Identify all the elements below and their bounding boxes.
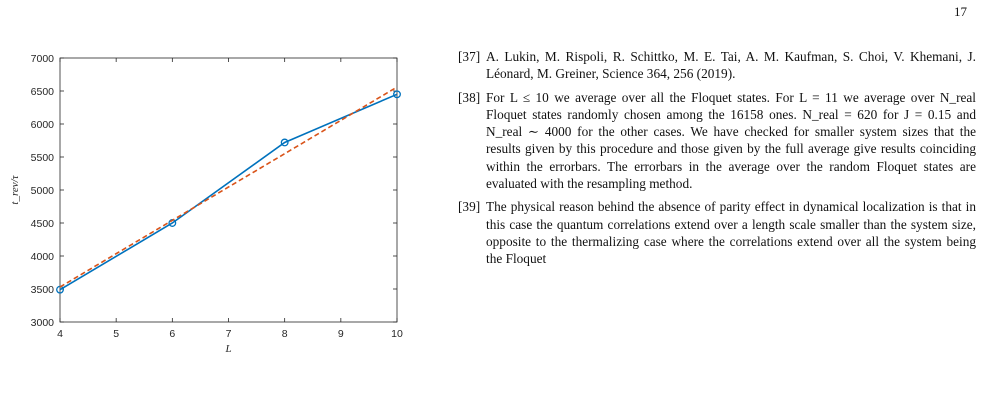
fit-line xyxy=(59,86,398,288)
y-tick-label: 3500 xyxy=(31,284,55,296)
reference-text: For L ≤ 10 we average over all the Floqu… xyxy=(486,89,976,192)
x-tick-label: 9 xyxy=(338,328,344,340)
x-tick-label: 7 xyxy=(226,328,232,340)
reference-number: [37] xyxy=(458,49,481,64)
x-tick-label: 5 xyxy=(113,328,119,340)
reference-number: [38] xyxy=(458,89,481,105)
y-axis-label: t_rev/τ xyxy=(9,174,21,204)
y-tick-label: 3000 xyxy=(31,317,55,329)
reference-37: [37] A. Lukin, M. Rispoli, R. Schittko, … xyxy=(458,48,976,83)
reference-text: A. Lukin, M. Rispoli, R. Schittko, M. E.… xyxy=(486,49,976,82)
y-tick-label: 7000 xyxy=(31,53,55,65)
x-tick-label: 6 xyxy=(169,328,175,340)
plot-frame xyxy=(59,57,398,323)
figure-chart: 4 5 6 7 8 9 10 3000 3500 4000 4500 5000 5500 6000 6500… xyxy=(0,0,420,402)
x-tick-label: 4 xyxy=(57,328,63,340)
x-tick-label: 10 xyxy=(391,328,403,340)
reference-39: [39] The physical reason behind the abse… xyxy=(458,198,976,267)
reference-38: [38] For L ≤ 10 we average over all the … xyxy=(458,89,976,193)
y-tick-label: 6500 xyxy=(31,86,55,98)
y-tick-label: 4500 xyxy=(31,218,55,230)
data-point xyxy=(393,90,401,99)
y-tick-label: 5500 xyxy=(31,152,55,164)
reference-text: The physical reason behind the absence o… xyxy=(486,199,976,267)
chart-canvas: 4 5 6 7 8 9 10 3000 3500 4000 4500 5000 5500 6000 6500… xyxy=(9,53,403,355)
y-tick-label: 6000 xyxy=(31,119,55,131)
references-list: [37] A. Lukin, M. Rispoli, R. Schittko, … xyxy=(458,48,976,274)
data-line xyxy=(59,93,398,291)
y-tick-label: 5000 xyxy=(31,185,55,197)
x-tick-label: 8 xyxy=(282,328,288,340)
reference-number: [39] xyxy=(458,199,481,215)
y-tick-label: 4000 xyxy=(31,251,55,263)
data-point xyxy=(280,138,289,147)
x-axis-label: L xyxy=(224,343,231,355)
page-number: 17 xyxy=(954,4,967,19)
